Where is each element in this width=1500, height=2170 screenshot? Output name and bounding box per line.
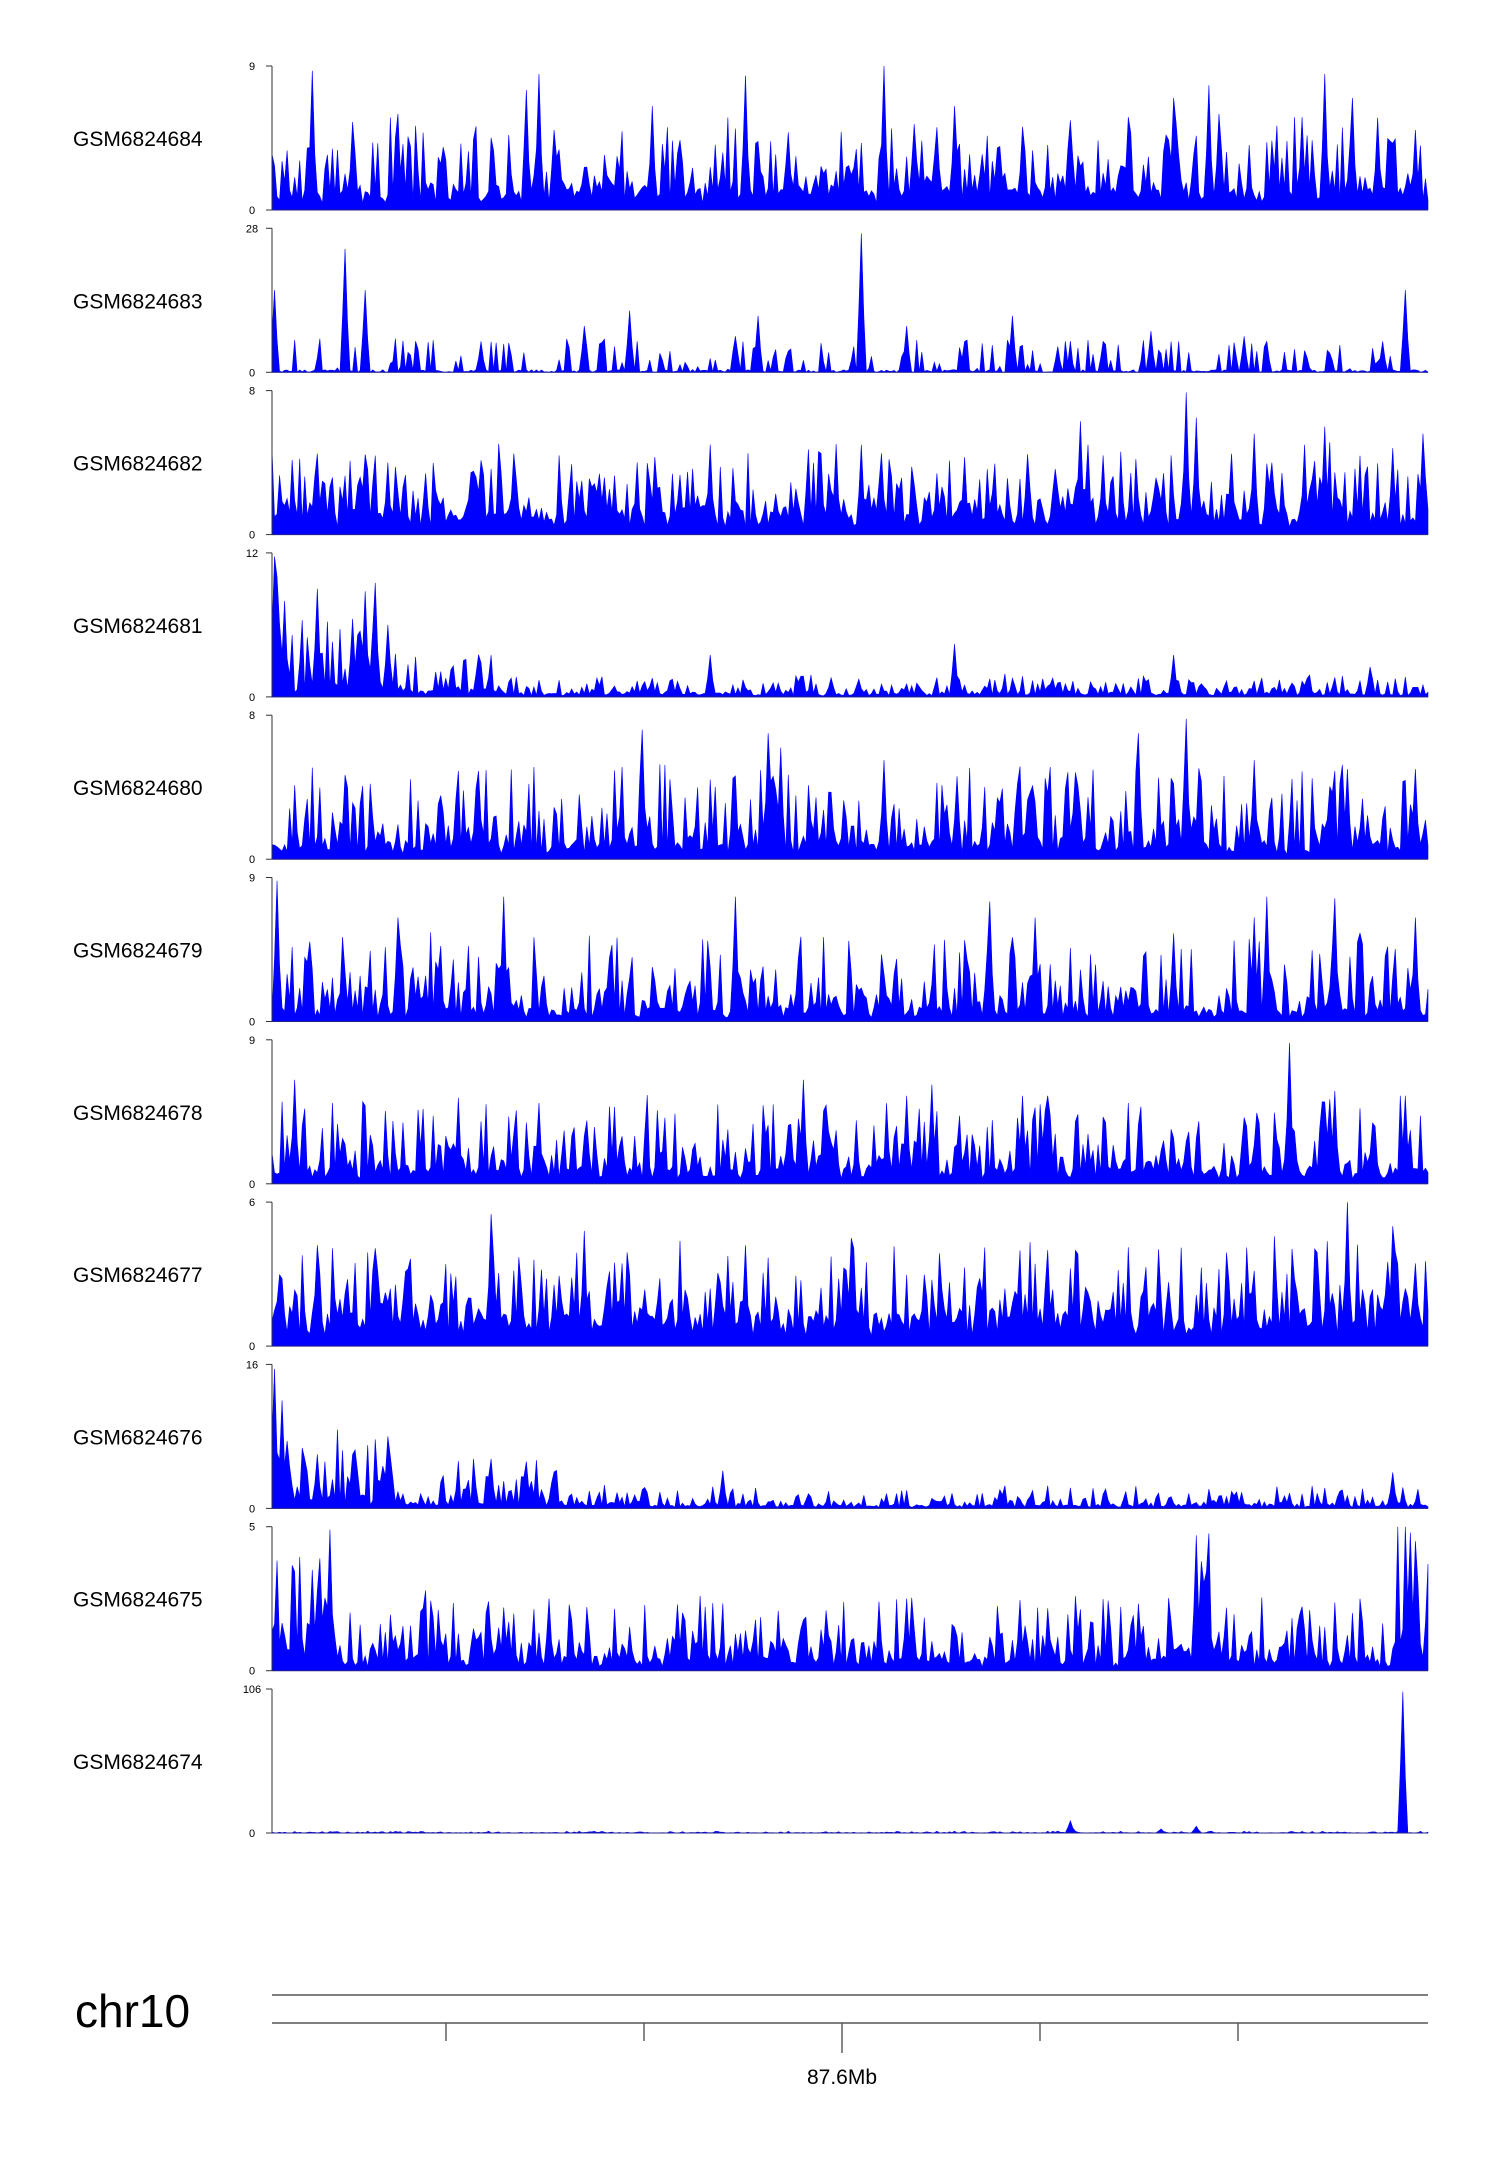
- y-max-label: 5: [249, 1522, 255, 1534]
- y-max-label: 8: [249, 710, 255, 722]
- coverage-area: [271, 1368, 1429, 1509]
- coverage-area: [271, 1526, 1429, 1671]
- y-min-label: 0: [249, 1828, 255, 1840]
- y-min-label: 0: [249, 205, 255, 217]
- y-min-label: 0: [249, 1503, 255, 1515]
- track-label: GSM6824676: [73, 1426, 203, 1449]
- track-label: GSM6824684: [73, 128, 203, 151]
- coverage-area: [271, 392, 1429, 535]
- track-label: GSM6824680: [73, 777, 203, 800]
- track-label: GSM6824678: [73, 1102, 203, 1125]
- coverage-area: [271, 1691, 1429, 1834]
- coverage-area: [271, 880, 1429, 1022]
- y-min-label: 0: [249, 1666, 255, 1678]
- coverage-area: [271, 1202, 1429, 1347]
- coverage-area: [271, 718, 1429, 860]
- coverage-tracks: 9 0 GSM6824684 28 0 GSM6824683 8 0 GSM6824682 12 0…: [73, 61, 1429, 1840]
- coverage-area: [271, 233, 1429, 374]
- y-max-label: 12: [246, 548, 258, 560]
- chromosome-axis: chr10 87.6Mb: [75, 1985, 1428, 2089]
- track-label: GSM6824683: [73, 290, 203, 313]
- coverage-area: [271, 1042, 1429, 1185]
- y-min-label: 0: [249, 1179, 255, 1191]
- track-label: GSM6824679: [73, 940, 203, 963]
- track-GSM6824677: 6 0 GSM6824677: [73, 1197, 1429, 1353]
- coverage-area: [271, 65, 1429, 211]
- track-GSM6824678: 9 0 GSM6824678: [73, 1035, 1429, 1191]
- y-max-label: 9: [249, 873, 255, 885]
- y-min-label: 0: [249, 530, 255, 542]
- chromosome-label: chr10: [75, 1985, 190, 2037]
- track-label: GSM6824677: [73, 1264, 203, 1287]
- y-max-label: 106: [243, 1684, 261, 1696]
- y-max-label: 6: [249, 1197, 255, 1209]
- track-label: GSM6824675: [73, 1589, 203, 1612]
- coordinate-label: 87.6Mb: [807, 2066, 877, 2089]
- y-max-label: 16: [246, 1359, 258, 1371]
- y-max-label: 9: [249, 1035, 255, 1047]
- y-min-label: 0: [249, 367, 255, 379]
- track-GSM6824676: 16 0 GSM6824676: [73, 1359, 1429, 1515]
- track-label: GSM6824682: [73, 453, 203, 476]
- y-min-label: 0: [249, 692, 255, 704]
- y-max-label: 8: [249, 386, 255, 398]
- y-min-label: 0: [249, 1017, 255, 1029]
- y-min-label: 0: [249, 854, 255, 866]
- y-max-label: 9: [249, 61, 255, 73]
- track-label: GSM6824681: [73, 615, 203, 638]
- track-GSM6824682: 8 0 GSM6824682: [73, 386, 1429, 542]
- track-GSM6824679: 9 0 GSM6824679: [73, 873, 1429, 1029]
- track-label: GSM6824674: [73, 1751, 203, 1774]
- track-GSM6824683: 28 0 GSM6824683: [73, 223, 1429, 379]
- coverage-area: [271, 556, 1429, 698]
- y-min-label: 0: [249, 1341, 255, 1353]
- track-GSM6824674: 106 0 GSM6824674: [73, 1684, 1429, 1840]
- track-GSM6824680: 8 0 GSM6824680: [73, 710, 1429, 866]
- y-max-label: 28: [246, 223, 258, 235]
- track-GSM6824675: 5 0 GSM6824675: [73, 1522, 1429, 1678]
- track-GSM6824684: 9 0 GSM6824684: [73, 61, 1429, 217]
- track-GSM6824681: 12 0 GSM6824681: [73, 548, 1429, 704]
